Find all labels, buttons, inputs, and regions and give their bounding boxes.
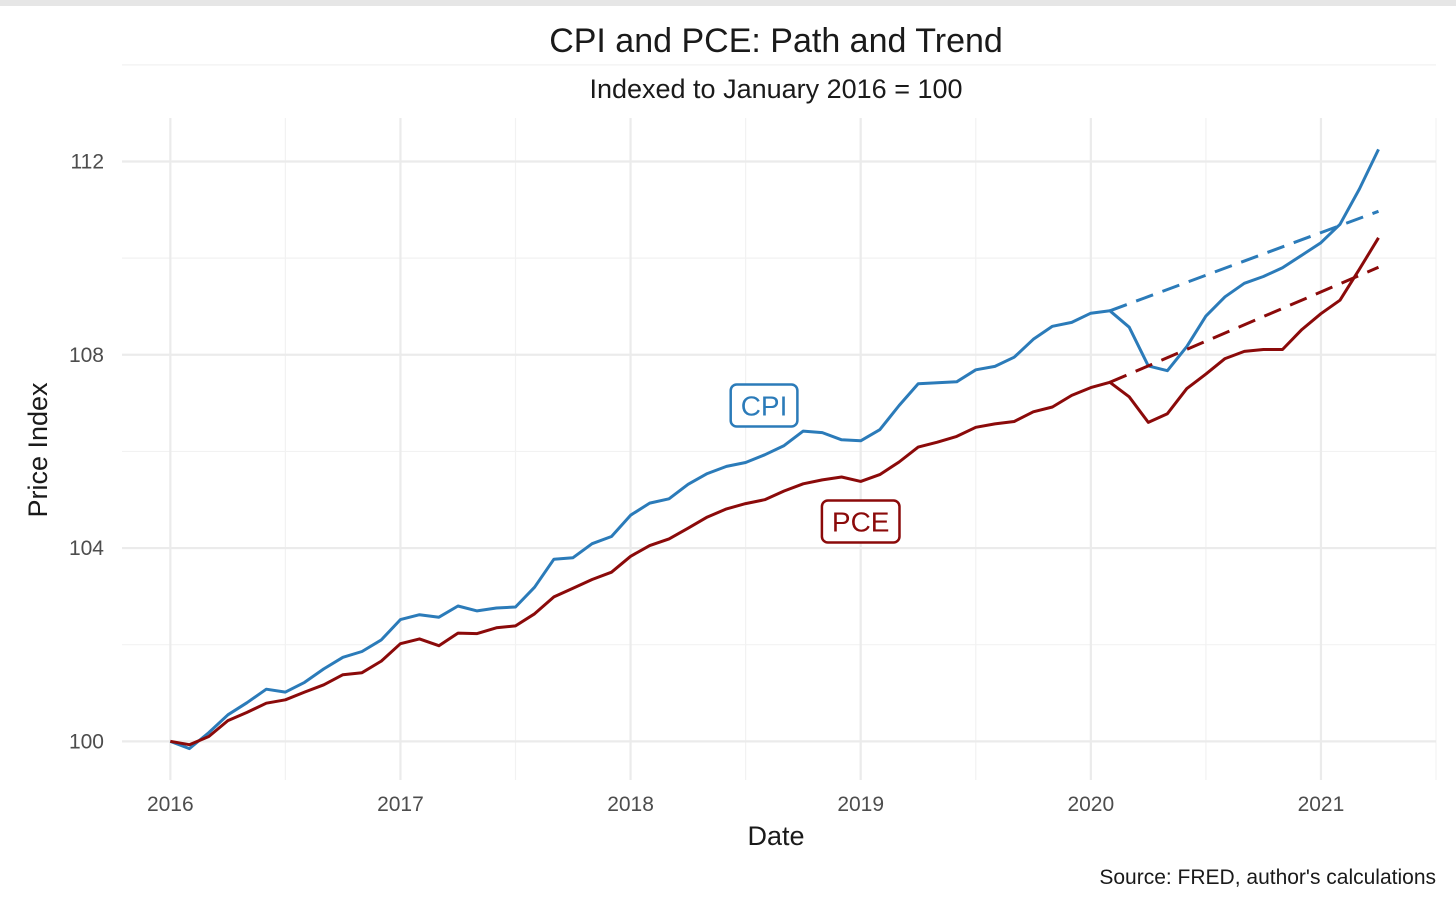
- grid: [122, 64, 1437, 780]
- series-label-text: PCE: [832, 506, 890, 537]
- series-label-cpi: CPI: [729, 383, 799, 428]
- series-label-box: [729, 383, 799, 428]
- x-tick-label: 2020: [1067, 793, 1114, 816]
- series-line-cpi-trend: [1109, 209, 1380, 313]
- chart-title: CPI and PCE: Path and Trend: [549, 22, 1003, 60]
- series-layer: [169, 148, 1380, 751]
- y-axis-ticks: 100 104 108 112: [69, 150, 104, 753]
- series-label-pce: PCE: [820, 499, 901, 544]
- chart-subtitle: Indexed to January 2016 = 100: [589, 74, 962, 104]
- y-tick-label: 112: [71, 150, 104, 173]
- x-axis-title: Date: [747, 821, 804, 851]
- y-tick-label: 108: [69, 344, 104, 367]
- y-axis-title: Price Index: [23, 382, 53, 518]
- y-tick-label: 100: [69, 730, 104, 753]
- x-tick-label: 2016: [147, 793, 194, 816]
- y-tick-label: 104: [69, 537, 104, 560]
- series-line-pce: [170, 237, 1380, 747]
- chart-caption: Source: FRED, author's calculations: [1099, 866, 1436, 889]
- series-label-text: CPI: [741, 391, 788, 422]
- x-tick-label: 2018: [607, 793, 654, 816]
- top-border: [0, 0, 1456, 6]
- series-line-pce-trend: [1109, 265, 1380, 384]
- x-tick-label: 2021: [1298, 793, 1345, 816]
- series-label-box: [820, 499, 901, 544]
- series-line-cpi: [169, 148, 1380, 751]
- x-axis-ticks: 2016 2017 2018 2019 2020 2021: [147, 793, 1344, 816]
- x-tick-label: 2017: [377, 793, 424, 816]
- series-labels: CPI PCE: [729, 383, 901, 544]
- x-tick-label: 2019: [837, 793, 884, 816]
